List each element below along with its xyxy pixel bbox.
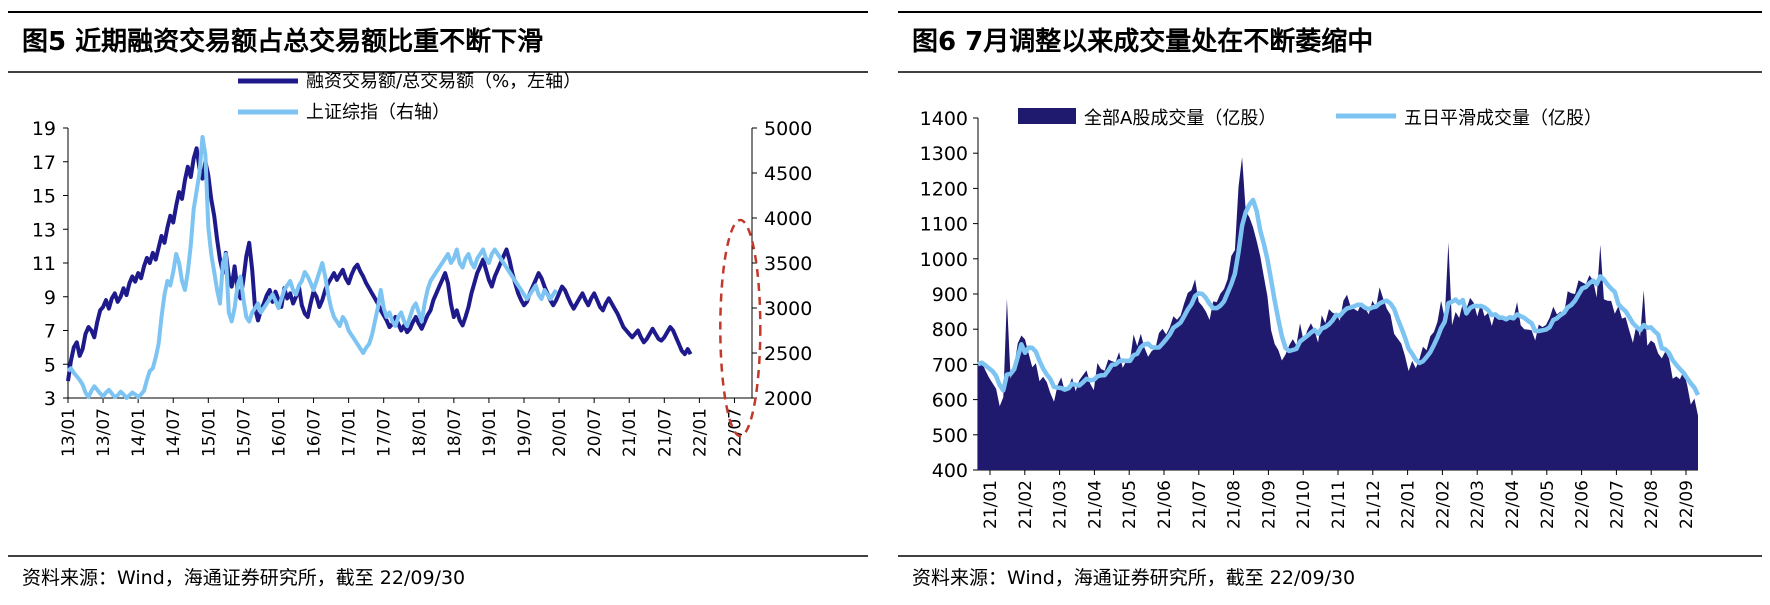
- series-area-total-volume: [978, 157, 1698, 470]
- left-y-tick-label: 9: [44, 287, 56, 309]
- legend-label: 五日平滑成交量（亿股）: [1404, 108, 1602, 129]
- panel-left-title: 图5 近期融资交易额占总交易额比重不断下滑: [22, 26, 543, 57]
- panel-right-title: 图6 7月调整以来成交量处在不断萎缩中: [912, 26, 1373, 57]
- left-y-tick-label: 7: [44, 321, 56, 343]
- right-y-tick-label: 2500: [764, 343, 812, 365]
- left-y-tick-label: 15: [32, 186, 56, 208]
- left-y-tick-label: 19: [32, 118, 56, 140]
- x-tick-label: 22/03: [1468, 480, 1488, 529]
- x-tick-label: 18/07: [445, 408, 465, 457]
- x-tick-label: 22/06: [1573, 480, 1593, 529]
- y-tick-label: 800: [932, 319, 968, 341]
- panel-right: 图6 7月调整以来成交量处在不断萎缩中 资料来源：Wind，海通证券研究所，截至…: [898, 11, 1762, 589]
- y-tick-label: 1000: [920, 249, 968, 271]
- y-tick-label: 400: [932, 460, 968, 482]
- right-y-tick-label: 2000: [764, 388, 812, 410]
- x-tick-label: 18/01: [410, 408, 430, 457]
- x-tick-label: 22/02: [1433, 480, 1453, 529]
- legend-label: 上证综指（右轴）: [306, 102, 450, 123]
- panel-left-plot: 3 5 7 9 11 13 15 17 19 2000 2500 3000 3500 4000 4500 50…: [32, 71, 813, 457]
- legend-label: 全部A股成交量（亿股）: [1084, 108, 1276, 129]
- y-tick-label: 1300: [920, 143, 968, 165]
- y-tick-label: 600: [932, 390, 968, 412]
- panel-right-source: 资料来源：Wind，海通证券研究所，截至 22/09/30: [912, 567, 1355, 589]
- right-y-tick-label: 4500: [764, 163, 812, 185]
- x-tick-label: 21/11: [1329, 480, 1349, 529]
- left-y-tick-label: 3: [44, 388, 56, 410]
- x-tick-label: 22/09: [1677, 480, 1697, 529]
- x-tick-label: 16/01: [269, 408, 289, 457]
- x-tick-label: 21/05: [1120, 480, 1140, 529]
- annotation-ellipse: [719, 218, 762, 438]
- y-tick-label: 1100: [920, 214, 968, 236]
- left-y-tick-label: 11: [32, 253, 56, 275]
- x-tick-label: 21/07: [655, 408, 675, 457]
- y-tick-label: 900: [932, 284, 968, 306]
- x-tick-label: 22/01: [690, 408, 710, 457]
- left-y-tick-label: 17: [32, 152, 56, 174]
- x-tick-label: 21/09: [1259, 480, 1279, 529]
- x-tick-label: 15/07: [234, 408, 254, 457]
- x-tick-label: 17/07: [375, 408, 395, 457]
- panel-left-source: 资料来源：Wind，海通证券研究所，截至 22/09/30: [22, 567, 465, 589]
- x-tick-label: 21/01: [620, 408, 640, 457]
- y-tick-label: 700: [932, 354, 968, 376]
- x-tick-label: 14/01: [129, 408, 149, 457]
- x-tick-label: 21/07: [1190, 480, 1210, 529]
- x-tick-label: 13/01: [59, 408, 79, 457]
- right-y-tick-label: 5000: [764, 118, 812, 140]
- x-tick-label: 21/10: [1294, 480, 1314, 529]
- x-tick-label: 22/08: [1642, 480, 1662, 529]
- series-line-smoothed-volume: [976, 197, 1701, 396]
- x-tick-label: 19/01: [480, 408, 500, 457]
- left-y-tick-label: 5: [44, 354, 56, 376]
- x-tick-label: 22/07: [1607, 480, 1627, 529]
- x-tick-label: 16/07: [305, 408, 325, 457]
- x-tick-label: 21/01: [981, 480, 1001, 529]
- y-tick-label: 1200: [920, 178, 968, 200]
- x-tick-label: 21/04: [1085, 480, 1105, 529]
- right-y-tick-label: 3500: [764, 253, 812, 275]
- x-tick-label: 17/01: [340, 408, 360, 457]
- x-tick-label: 22/04: [1503, 480, 1523, 529]
- x-tick-label: 22/01: [1399, 480, 1419, 529]
- series-line-financing-ratio: [66, 146, 693, 382]
- x-tick-label: 20/01: [550, 408, 570, 457]
- right-y-tick-label: 3000: [764, 298, 812, 320]
- x-tick-label: 21/08: [1225, 480, 1245, 529]
- panel-left: 图5 近期融资交易额占总交易额比重不断下滑 资料来源：Wind，海通证券研究所，…: [8, 11, 868, 589]
- y-tick-label: 500: [932, 425, 968, 447]
- x-tick-label: 19/07: [515, 408, 535, 457]
- x-tick-label: 21/03: [1051, 480, 1071, 529]
- x-tick-label: 20/07: [585, 408, 605, 457]
- x-tick-label: 21/02: [1016, 480, 1036, 529]
- x-tick-label: 22/05: [1538, 480, 1558, 529]
- x-tick-label: 14/07: [164, 408, 184, 457]
- left-y-tick-label: 13: [32, 219, 56, 241]
- legend-label: 融资交易额/总交易额（%，左轴）: [306, 71, 581, 92]
- legend-swatch-area: [1018, 108, 1076, 124]
- x-tick-label: 21/12: [1364, 480, 1384, 529]
- x-tick-label: 21/06: [1155, 480, 1175, 529]
- series-line-shanghai-index: [66, 135, 558, 400]
- panel-right-plot: 400 500 600 700 800 900 1000 1100 1200 1300 1400 21…: [920, 108, 1701, 529]
- y-tick-label: 1400: [920, 108, 968, 130]
- x-tick-label: 13/07: [94, 408, 114, 457]
- right-y-tick-label: 4000: [764, 208, 812, 230]
- x-tick-label: 15/01: [199, 408, 219, 457]
